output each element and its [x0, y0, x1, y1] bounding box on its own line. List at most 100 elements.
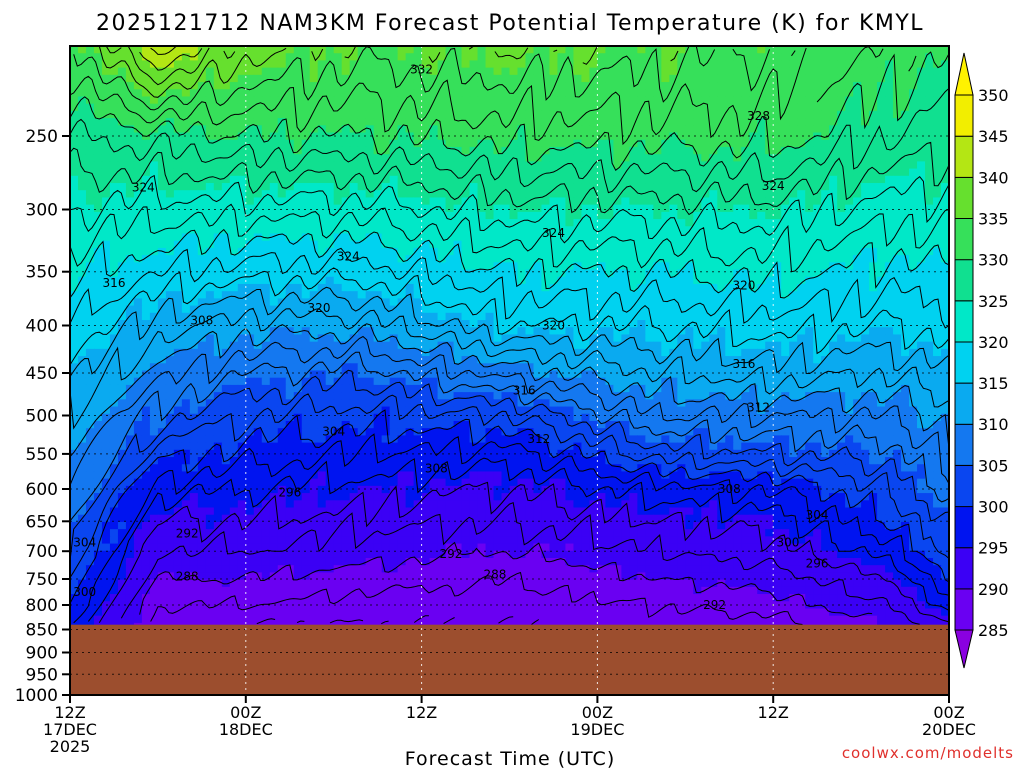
field-cell	[213, 74, 223, 83]
field-cell	[189, 82, 199, 90]
field-cell	[477, 291, 487, 299]
field-cell	[109, 204, 119, 213]
field-cell	[597, 46, 606, 54]
field-cell	[181, 291, 191, 299]
field-cell	[605, 247, 614, 256]
field-cell	[149, 154, 159, 162]
field-cell	[445, 240, 455, 249]
field-cell	[157, 67, 167, 76]
field-cell	[77, 363, 87, 372]
field-cell	[941, 161, 949, 170]
field-cell	[581, 233, 591, 242]
field-cell	[861, 82, 870, 90]
field-cell	[429, 190, 439, 199]
field-cell	[317, 255, 327, 263]
field-cell	[413, 96, 423, 105]
field-cell	[213, 211, 223, 220]
field-cell	[253, 53, 263, 62]
field-cell	[629, 146, 638, 155]
field-cell	[325, 74, 335, 83]
field-cell	[253, 103, 263, 112]
field-cell	[493, 161, 503, 170]
field-cell	[765, 103, 774, 112]
field-cell	[317, 154, 327, 162]
field-cell	[397, 161, 407, 170]
field-cell	[245, 190, 255, 199]
field-cell	[813, 255, 822, 263]
field-cell	[125, 283, 135, 292]
field-cell	[677, 226, 686, 235]
field-cell	[397, 370, 407, 379]
field-cell	[125, 146, 135, 155]
field-cell	[493, 247, 503, 256]
field-cell	[277, 226, 287, 235]
field-cell	[717, 204, 726, 213]
field-cell	[509, 233, 519, 242]
field-cell	[205, 247, 215, 256]
field-cell	[381, 348, 391, 357]
field-cell	[173, 226, 183, 235]
field-cell	[805, 341, 814, 350]
field-cell	[293, 103, 303, 112]
field-cell	[445, 110, 455, 119]
field-cell	[117, 154, 127, 162]
field-cell	[397, 240, 407, 249]
field-cell	[701, 276, 710, 285]
field-cell	[901, 226, 910, 235]
field-cell	[869, 348, 878, 357]
field-cell	[453, 74, 463, 83]
field-cell	[629, 305, 638, 314]
field-cell	[653, 240, 662, 249]
field-cell	[677, 125, 686, 134]
field-cell	[413, 348, 423, 357]
field-cell	[493, 269, 503, 278]
field-cell	[173, 341, 183, 350]
field-cell	[749, 226, 758, 235]
field-cell	[117, 320, 127, 328]
field-cell	[437, 269, 447, 278]
field-cell	[293, 89, 303, 98]
field-cell	[293, 67, 303, 76]
field-cell	[485, 204, 495, 213]
field-cell	[645, 341, 654, 350]
field-cell	[693, 161, 702, 170]
field-cell	[165, 269, 175, 278]
field-cell	[869, 298, 878, 307]
field-cell	[461, 211, 471, 220]
field-cell	[597, 320, 606, 328]
field-cell	[381, 327, 391, 336]
field-cell	[637, 283, 646, 292]
field-cell	[197, 341, 207, 350]
field-cell	[917, 320, 926, 328]
field-cell	[821, 197, 830, 206]
field-cell	[285, 125, 295, 134]
field-cell	[165, 356, 175, 364]
field-cell	[365, 197, 375, 206]
field-cell	[797, 168, 806, 177]
field-cell	[525, 125, 535, 134]
field-cell	[589, 363, 598, 372]
field-cell	[405, 334, 415, 343]
field-cell	[509, 363, 519, 372]
field-cell	[413, 291, 423, 299]
field-cell	[621, 341, 630, 350]
field-cell	[485, 247, 495, 256]
field-cell	[653, 312, 662, 321]
field-cell	[781, 211, 790, 220]
field-cell	[605, 334, 614, 343]
field-cell	[101, 103, 111, 112]
field-cell	[269, 269, 279, 278]
field-cell	[733, 146, 742, 155]
field-cell	[389, 262, 399, 271]
field-cell	[437, 370, 447, 379]
field-cell	[877, 298, 886, 307]
field-cell	[157, 53, 167, 62]
field-cell	[397, 154, 407, 162]
field-cell	[133, 132, 143, 141]
field-cell	[637, 334, 646, 343]
field-cell	[117, 74, 127, 83]
field-cell	[205, 204, 215, 213]
field-cell	[637, 118, 646, 126]
field-cell	[485, 291, 495, 299]
field-cell	[741, 146, 750, 155]
